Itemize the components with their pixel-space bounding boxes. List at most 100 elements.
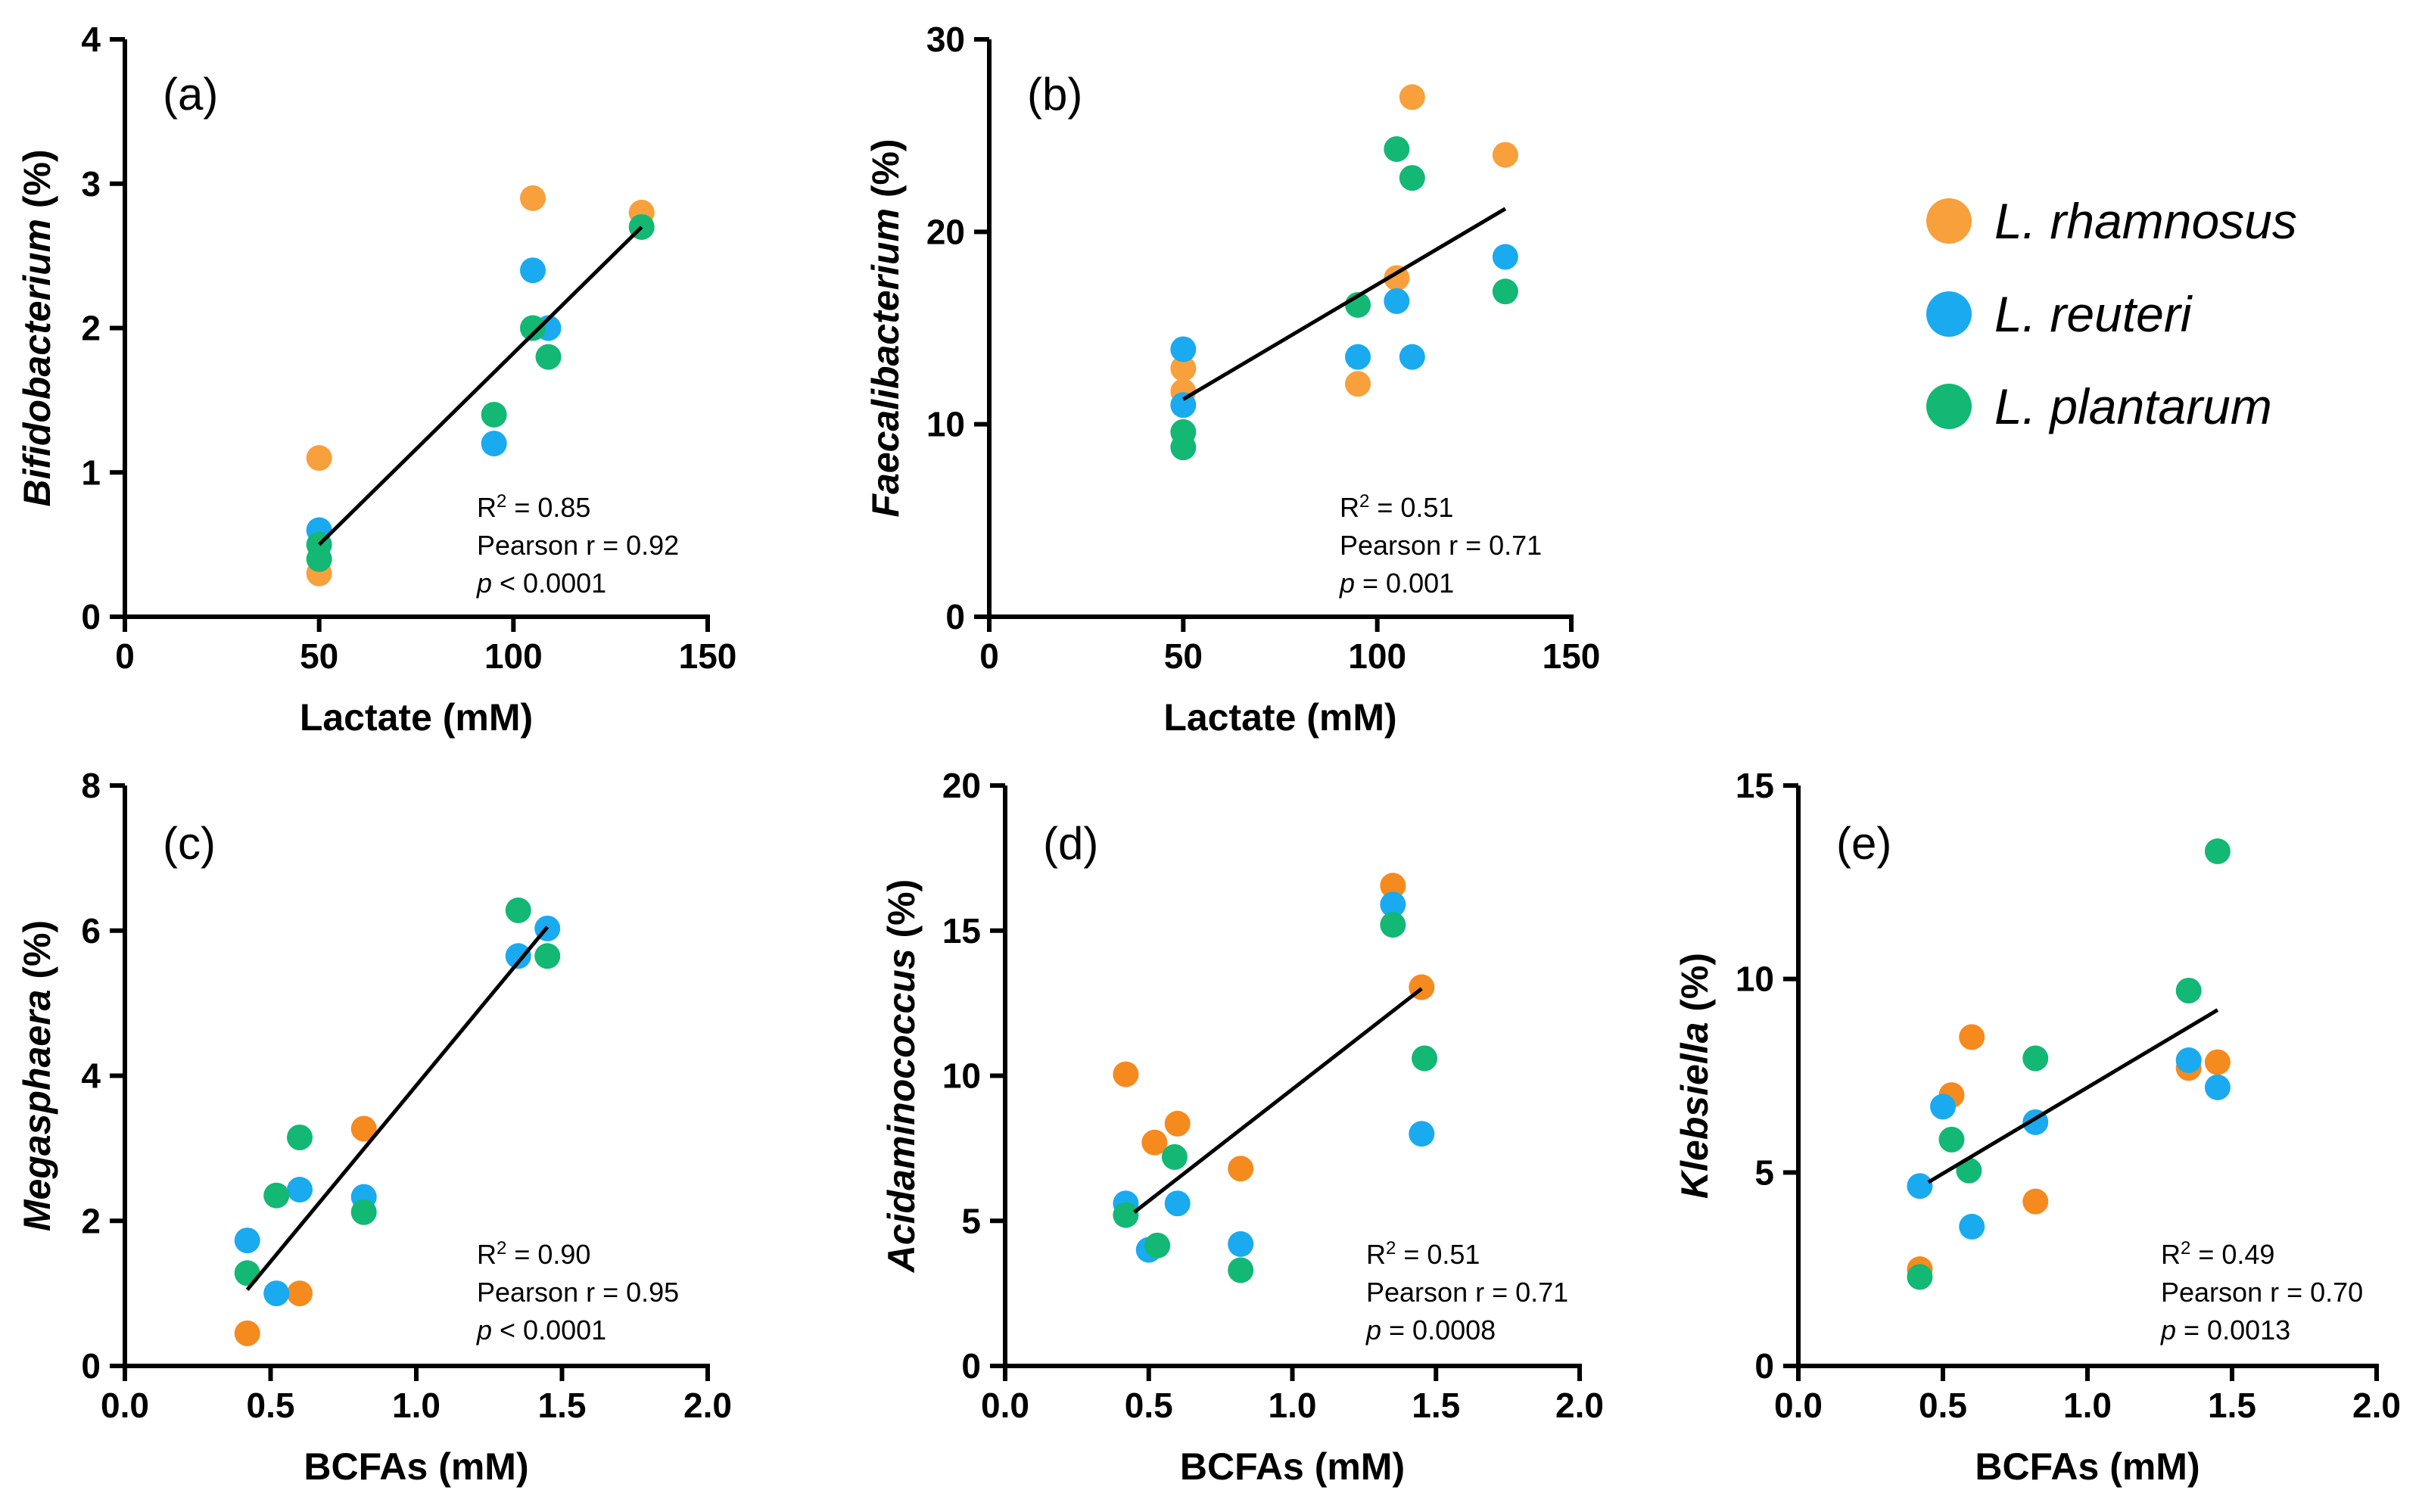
point-plantarum-c	[263, 1182, 290, 1209]
r-squared-a: R2 = 0.85	[477, 491, 590, 524]
point-reuteri-d	[1409, 1121, 1435, 1147]
r-squared-c: R2 = 0.90	[477, 1238, 590, 1271]
x-tick-label-e: 0.5	[1919, 1386, 1967, 1425]
point-rhamnosus-c	[234, 1320, 260, 1346]
point-reuteri-a	[520, 257, 546, 284]
point-plantarum-a	[535, 344, 562, 370]
point-rhamnosus-b	[1384, 265, 1410, 291]
point-rhamnosus-a	[306, 445, 332, 471]
y-tick-label-c: 0	[81, 1346, 101, 1386]
point-reuteri-e	[1907, 1173, 1933, 1199]
x-axis-label-c: BCFAs (mM)	[304, 1445, 528, 1488]
x-tick-label-c: 1.5	[538, 1386, 587, 1425]
panel-c: 0.0 0.5 1.0 1.5 2.0 0 2 4 6 8 BCFAs (mM) Megasphaer…	[16, 766, 732, 1488]
x-tick-label-b: 0	[979, 636, 999, 676]
x-tick-label-b: 150	[1543, 636, 1601, 676]
point-plantarum-c	[234, 1260, 260, 1286]
panel-e: 0.0 0.5 1.0 1.5 2.0 0 5 10 15 BCFAs (mM) Klebsiell…	[1673, 766, 2401, 1488]
point-plantarum-e	[1907, 1264, 1933, 1290]
x-tick-label-d: 0.5	[1125, 1386, 1173, 1425]
regression-line-b	[1182, 207, 1507, 401]
y-tick-label-b: 10	[926, 405, 965, 444]
r-squared-d: R2 = 0.51	[1366, 1238, 1480, 1271]
pearson-c: Pearson r = 0.95	[477, 1277, 679, 1308]
y-tick-label-b: 20	[926, 212, 965, 251]
x-axis-label-e: BCFAs (mM)	[1975, 1445, 2200, 1488]
y-tick-label-a: 2	[81, 309, 101, 348]
y-tick-label-d: 10	[942, 1056, 981, 1096]
point-plantarum-c	[505, 897, 531, 923]
x-tick-label-e: 0.0	[1774, 1386, 1823, 1425]
point-plantarum-a	[520, 315, 546, 341]
point-rhamnosus-b	[1492, 142, 1518, 168]
point-reuteri-b	[1399, 344, 1425, 370]
r-squared-e: R2 = 0.49	[2161, 1238, 2274, 1271]
point-plantarum-d	[1113, 1202, 1139, 1228]
legend-marker-reuteri	[1926, 291, 1972, 337]
panel-label-b: (b)	[1027, 69, 1082, 120]
point-reuteri-e	[2204, 1074, 2231, 1100]
point-plantarum-b	[1492, 278, 1518, 305]
pearson-b: Pearson r = 0.71	[1340, 530, 1542, 561]
y-axis-label-b: Faecalibacterium (%)	[864, 138, 907, 517]
point-reuteri-c	[287, 1177, 313, 1203]
y-axis-label-a: Bifidobacterium (%)	[16, 149, 58, 506]
p-value-d: p = 0.0008	[1365, 1314, 1496, 1346]
x-tick-label-e: 1.0	[2063, 1386, 2112, 1425]
panel-label-d: (d)	[1043, 818, 1098, 869]
legend-label-rhamnosus: L. rhamnosus	[1994, 193, 2297, 249]
point-reuteri-a	[481, 431, 507, 457]
point-reuteri-d	[1228, 1230, 1254, 1257]
x-axis-label-d: BCFAs (mM)	[1180, 1445, 1405, 1488]
panel-b: 0 50 100 150 0 10 20 30 Lactate (mM) Faecalibacte…	[864, 20, 1600, 739]
point-plantarum-e	[1938, 1126, 1965, 1153]
point-plantarum-c	[534, 943, 561, 969]
point-rhamnosus-b	[1399, 84, 1425, 110]
point-plantarum-e	[2175, 978, 2202, 1004]
point-rhamnosus-d	[1164, 1110, 1191, 1137]
x-tick-label-e: 2.0	[2352, 1386, 2401, 1425]
point-rhamnosus-d	[1380, 873, 1406, 899]
point-reuteri-b	[1170, 392, 1197, 418]
y-tick-label-a: 0	[81, 597, 101, 636]
y-tick-label-a: 4	[81, 20, 101, 59]
p-value-b: p = 0.001	[1339, 568, 1454, 599]
point-rhamnosus-d	[1141, 1129, 1168, 1156]
point-rhamnosus-b	[1345, 371, 1371, 397]
y-tick-label-e: 10	[1736, 960, 1774, 999]
regression-line-c	[245, 926, 549, 1291]
point-plantarum-c	[350, 1199, 377, 1225]
pearson-a: Pearson r = 0.92	[477, 530, 679, 561]
point-reuteri-c	[505, 943, 531, 969]
point-rhamnosus-e	[1959, 1024, 1985, 1050]
x-tick-label-d: 1.5	[1412, 1386, 1460, 1425]
y-axis-label-c: Megasphaera (%)	[16, 920, 58, 1231]
point-plantarum-d	[1412, 1045, 1438, 1072]
x-tick-label-d: 1.0	[1269, 1386, 1317, 1425]
point-plantarum-d	[1380, 912, 1406, 938]
point-plantarum-a	[481, 401, 507, 428]
y-tick-label-e: 15	[1736, 766, 1774, 805]
x-tick-label-c: 0.0	[101, 1386, 149, 1425]
point-rhamnosus-e	[2204, 1049, 2231, 1075]
x-tick-label-e: 1.5	[2208, 1386, 2256, 1425]
point-plantarum-b	[1384, 135, 1410, 162]
x-tick-label-a: 0	[115, 636, 135, 676]
p-value-c: p < 0.0001	[476, 1314, 606, 1346]
point-reuteri-c	[263, 1280, 290, 1307]
point-reuteri-e	[1930, 1094, 1956, 1120]
point-reuteri-b	[1170, 336, 1197, 362]
y-tick-label-c: 8	[81, 766, 101, 805]
legend-marker-rhamnosus	[1926, 198, 1972, 244]
y-tick-label-d: 5	[961, 1201, 981, 1240]
x-tick-label-b: 50	[1164, 636, 1203, 676]
point-rhamnosus-d	[1113, 1061, 1139, 1087]
point-reuteri-c	[234, 1227, 260, 1254]
point-plantarum-b	[1399, 165, 1425, 191]
panel-label-a: (a)	[163, 69, 218, 120]
pearson-d: Pearson r = 0.71	[1366, 1277, 1568, 1308]
p-value-e: p = 0.0013	[2160, 1314, 2290, 1346]
x-axis-label-b: Lactate (mM)	[1163, 696, 1396, 739]
